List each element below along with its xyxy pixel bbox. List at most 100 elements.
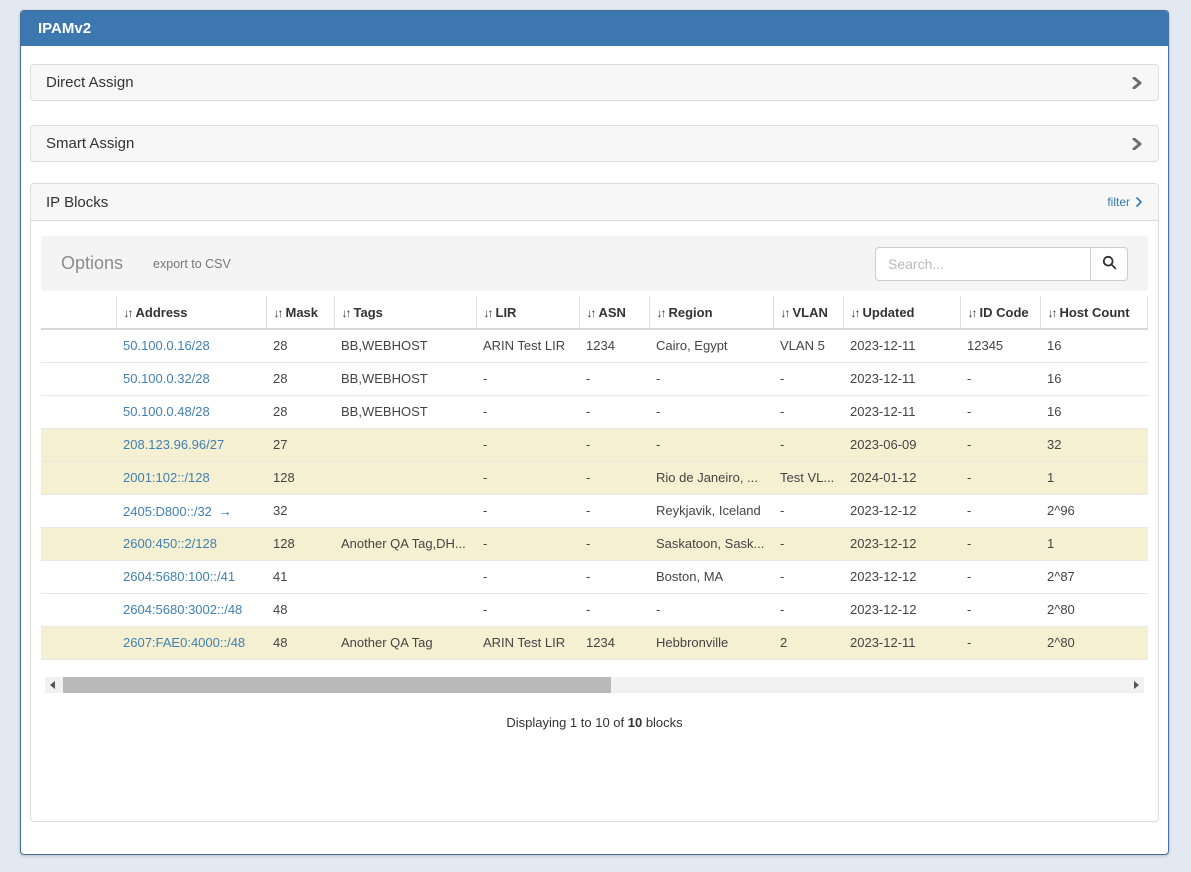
filter-link[interactable]: filter [1107, 195, 1143, 209]
table-row: 208.123.96.96/27 27 - - - - 2023-06-09 -… [41, 428, 1148, 462]
address-link[interactable]: 2607:FAE0:4000::/48 [123, 635, 246, 650]
cell-asn: - [579, 494, 649, 528]
table-row: 50.100.0.16/28 28 BB,WEBHOST ARIN Test L… [41, 329, 1148, 363]
sort-icon: ↓↑ [123, 305, 134, 320]
total-count: 10 [627, 714, 643, 730]
cell-lir: - [476, 362, 579, 396]
table-row: 2604:5680:100::/41 41 - - Boston, MA - 2… [41, 560, 1148, 594]
cell-host-count: 2^87 [1040, 560, 1148, 594]
cell-updated: 2024-01-12 [843, 461, 960, 495]
search-group [875, 246, 1128, 281]
sort-icon: ↓↑ [341, 305, 352, 320]
horizontal-scrollbar[interactable] [45, 676, 1144, 693]
cell-mask: 128 [266, 461, 334, 495]
column-header-updated[interactable]: ↓↑ Updated [843, 296, 961, 330]
cell-updated: 2023-12-12 [843, 494, 960, 528]
table-row: 2600:450::2/128 128 Another QA Tag,DH...… [41, 527, 1148, 561]
cell-lir: - [476, 428, 579, 462]
ip-blocks-title: IP Blocks [46, 193, 109, 211]
cell-updated: 2023-12-12 [843, 527, 960, 561]
cell-spacer [41, 461, 116, 495]
cell-updated: 2023-06-09 [843, 428, 960, 462]
cell-lir: - [476, 395, 579, 429]
address-link[interactable]: 2600:450::2/128 [123, 536, 217, 551]
cell-region: - [649, 428, 773, 462]
address-link[interactable]: 2405:D800::/32 [123, 503, 212, 519]
sort-icon: ↓↑ [273, 305, 284, 320]
cell-spacer [41, 527, 116, 561]
search-input[interactable] [875, 246, 1090, 281]
address-link[interactable]: 50.100.0.16/28 [123, 338, 210, 354]
cell-address: 2604:5680:100::/41 [116, 560, 266, 594]
pagination-status: Displaying 1 to 10 of 10 blocks [506, 714, 683, 730]
cell-spacer [41, 362, 116, 396]
cell-asn: - [579, 461, 649, 495]
cell-asn: - [579, 527, 649, 561]
cell-updated: 2023-12-11 [843, 329, 960, 363]
cell-tags [334, 428, 476, 462]
column-header-vlan[interactable]: ↓↑ VLAN [773, 296, 844, 330]
cell-lir: - [476, 527, 579, 561]
cell-asn: - [579, 395, 649, 429]
cell-id-code: - [960, 362, 1040, 396]
table-row: 2607:FAE0:4000::/48 48 Another QA Tag AR… [41, 626, 1148, 660]
cell-vlan: Test VL... [773, 461, 843, 495]
cell-host-count: 2^80 [1040, 626, 1148, 660]
direct-assign-panel[interactable]: Direct Assign [30, 64, 1159, 101]
column-header-lir[interactable]: ↓↑ LIR [476, 296, 580, 330]
app-titlebar: IPAMv2 [21, 11, 1168, 46]
scroll-left-arrow-icon[interactable] [50, 680, 55, 689]
cell-host-count: 1 [1040, 527, 1148, 561]
cell-host-count: 32 [1040, 428, 1148, 462]
address-link[interactable]: 2604:5680:3002::/48 [123, 602, 243, 617]
cell-vlan: - [773, 362, 843, 396]
cell-lir: ARIN Test LIR [476, 329, 579, 363]
cell-host-count: 1 [1040, 461, 1148, 495]
direct-assign-label: Direct Assign [46, 74, 134, 91]
cell-vlan: - [773, 560, 843, 594]
cell-tags: Another QA Tag [334, 626, 476, 660]
cell-asn: - [579, 362, 649, 396]
column-header-asn[interactable]: ↓↑ ASN [579, 296, 650, 330]
address-link[interactable]: 50.100.0.48/28 [123, 404, 210, 419]
cell-host-count: 16 [1040, 362, 1148, 396]
column-header-tags[interactable]: ↓↑ Tags [334, 296, 477, 330]
sort-icon: ↓↑ [967, 305, 978, 320]
cell-tags: BB,WEBHOST [334, 362, 476, 396]
address-link[interactable]: 2001:102::/128 [123, 470, 210, 485]
cell-asn: - [579, 593, 649, 627]
search-button[interactable] [1090, 246, 1128, 281]
row-arrow-icon[interactable]: → [217, 502, 232, 519]
cell-tags: Another QA Tag,DH... [334, 527, 476, 561]
cell-address: 50.100.0.16/28 [116, 329, 266, 363]
cell-id-code: - [960, 395, 1040, 429]
smart-assign-panel[interactable]: Smart Assign [30, 125, 1159, 162]
scrollbar-thumb[interactable] [63, 676, 611, 693]
cell-spacer [41, 395, 116, 429]
sort-icon: ↓↑ [483, 305, 494, 320]
cell-asn: 1234 [579, 626, 649, 660]
cell-host-count: 16 [1040, 395, 1148, 429]
search-icon [1102, 255, 1117, 273]
column-header-id-code[interactable]: ↓↑ ID Code [960, 296, 1041, 330]
column-header-region[interactable]: ↓↑ Region [649, 296, 774, 330]
cell-spacer [41, 626, 116, 660]
cell-tags [334, 593, 476, 627]
address-link[interactable]: 208.123.96.96/27 [123, 437, 225, 452]
cell-tags [334, 494, 476, 528]
cell-mask: 27 [266, 428, 334, 462]
ip-blocks-table: ↓↑ Address ↓↑ Mask ↓↑ Tags ↓↑ LIR ↓↑ ASN ↓↑ Re… [41, 296, 1148, 660]
column-header-host-count[interactable]: ↓↑ Host Count [1040, 296, 1148, 330]
column-header-address[interactable]: ↓↑ Address [116, 296, 267, 330]
address-link[interactable]: 2604:5680:100::/41 [123, 569, 236, 584]
export-csv-link[interactable]: export to CSV [153, 256, 231, 271]
cell-mask: 41 [266, 560, 334, 594]
address-link[interactable]: 50.100.0.32/28 [123, 371, 210, 386]
table-row: 50.100.0.32/28 28 BB,WEBHOST - - - - 202… [41, 362, 1148, 396]
cell-asn: - [579, 428, 649, 462]
column-header-mask[interactable]: ↓↑ Mask [266, 296, 335, 330]
scroll-right-arrow-icon[interactable] [1134, 680, 1139, 689]
cell-region: - [649, 395, 773, 429]
cell-updated: 2023-12-12 [843, 560, 960, 594]
cell-mask: 28 [266, 329, 334, 363]
